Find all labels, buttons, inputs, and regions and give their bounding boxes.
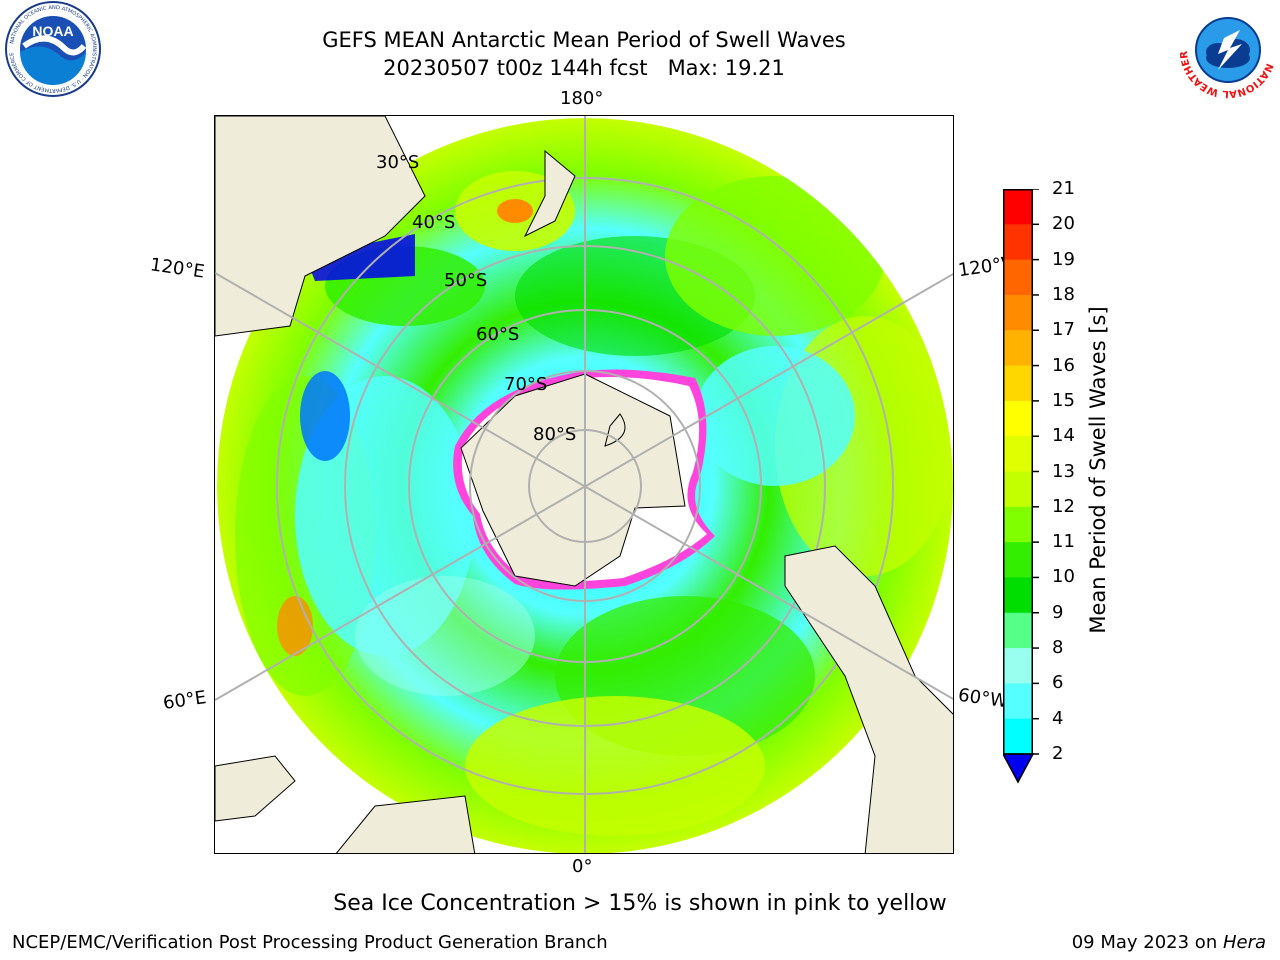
colorbar-tick-label: 12: [1052, 495, 1075, 517]
polar-map: [214, 115, 954, 854]
colorbar-band: [1003, 365, 1033, 402]
colorbar-band: [1003, 577, 1033, 614]
colorbar-tick-label: 8: [1052, 637, 1064, 659]
colorbar-band: [1003, 506, 1033, 543]
colorbar-tick-label: 17: [1052, 319, 1075, 341]
lon-label-60w: 60°W: [956, 684, 1009, 713]
colorbar-band: [1003, 330, 1033, 367]
colorbar-band: [1003, 259, 1033, 296]
sea-ice-note: Sea Ice Concentration > 15% is shown in …: [333, 891, 947, 916]
colorbar-tick-label: 2: [1052, 743, 1064, 764]
colorbar-tick-label: 20: [1052, 213, 1075, 235]
colorbar-band: [1003, 683, 1033, 720]
colorbar-tick-label: 15: [1052, 389, 1075, 411]
colorbar-band: [1003, 224, 1033, 261]
colorbar-tick-label: 11: [1052, 531, 1075, 553]
noaa-logo-icon: NOAA NATIONAL OCEANIC AND ATMOSPHERIC AD…: [5, 1, 101, 97]
lat-label-60s: 60°S: [476, 324, 520, 345]
nws-logo-icon: NATIONAL WEATHER SERVICE: [1178, 0, 1275, 99]
lon-label-60e: 60°E: [161, 687, 208, 714]
colorbar-band: [1003, 436, 1033, 472]
colorbar-band: [1003, 400, 1033, 437]
colorbar-band: [1003, 294, 1033, 331]
lon-label-0: 0°: [572, 856, 593, 877]
svg-text:NOAA: NOAA: [32, 23, 73, 39]
swell-period-field: [215, 116, 953, 853]
colorbar-outline: [1003, 189, 1033, 755]
colorbar-tick-label: 13: [1052, 460, 1075, 482]
colorbar-tick-label: 10: [1052, 566, 1075, 588]
lat-label-70s: 70°S: [504, 374, 548, 395]
colorbar-tick-label: 4: [1052, 707, 1064, 729]
lon-label-120e: 120°E: [148, 254, 206, 283]
colorbar: [1003, 189, 1039, 784]
map-subtitle: 20230507 t00z 144h fcst Max: 19.21: [383, 56, 785, 80]
colorbar-band: [1003, 471, 1033, 508]
lat-label-30s: 30°S: [376, 152, 420, 173]
colorbar-extend-arrow: [1003, 753, 1035, 784]
colorbar-tick-label: 19: [1052, 248, 1075, 270]
footer-credit: NCEP/EMC/Verification Post Processing Pr…: [12, 932, 608, 953]
colorbar-tick-label: 18: [1052, 283, 1075, 305]
colorbar-band: [1003, 648, 1033, 684]
colorbar-tick-label: 9: [1052, 601, 1064, 623]
colorbar-tick-label: 14: [1052, 425, 1075, 447]
lat-label-80s: 80°S: [533, 424, 577, 445]
colorbar-band: [1003, 189, 1033, 225]
lat-label-40s: 40°S: [412, 212, 456, 233]
colorbar-band: [1003, 542, 1033, 578]
footer-date: 09 May 2023 on Hera: [1071, 932, 1266, 953]
lon-label-180: 180°: [560, 88, 604, 109]
colorbar-tick-label: 6: [1052, 672, 1064, 694]
colorbar-band: [1003, 718, 1033, 755]
lat-label-50s: 50°S: [444, 270, 488, 291]
colorbar-band: [1003, 612, 1033, 649]
colorbar-tick-label: 16: [1052, 354, 1075, 376]
colorbar-label: Mean Period of Swell Waves [s]: [1086, 306, 1110, 634]
map-title: GEFS MEAN Antarctic Mean Period of Swell…: [322, 28, 846, 52]
colorbar-tick-label: 21: [1052, 178, 1075, 199]
